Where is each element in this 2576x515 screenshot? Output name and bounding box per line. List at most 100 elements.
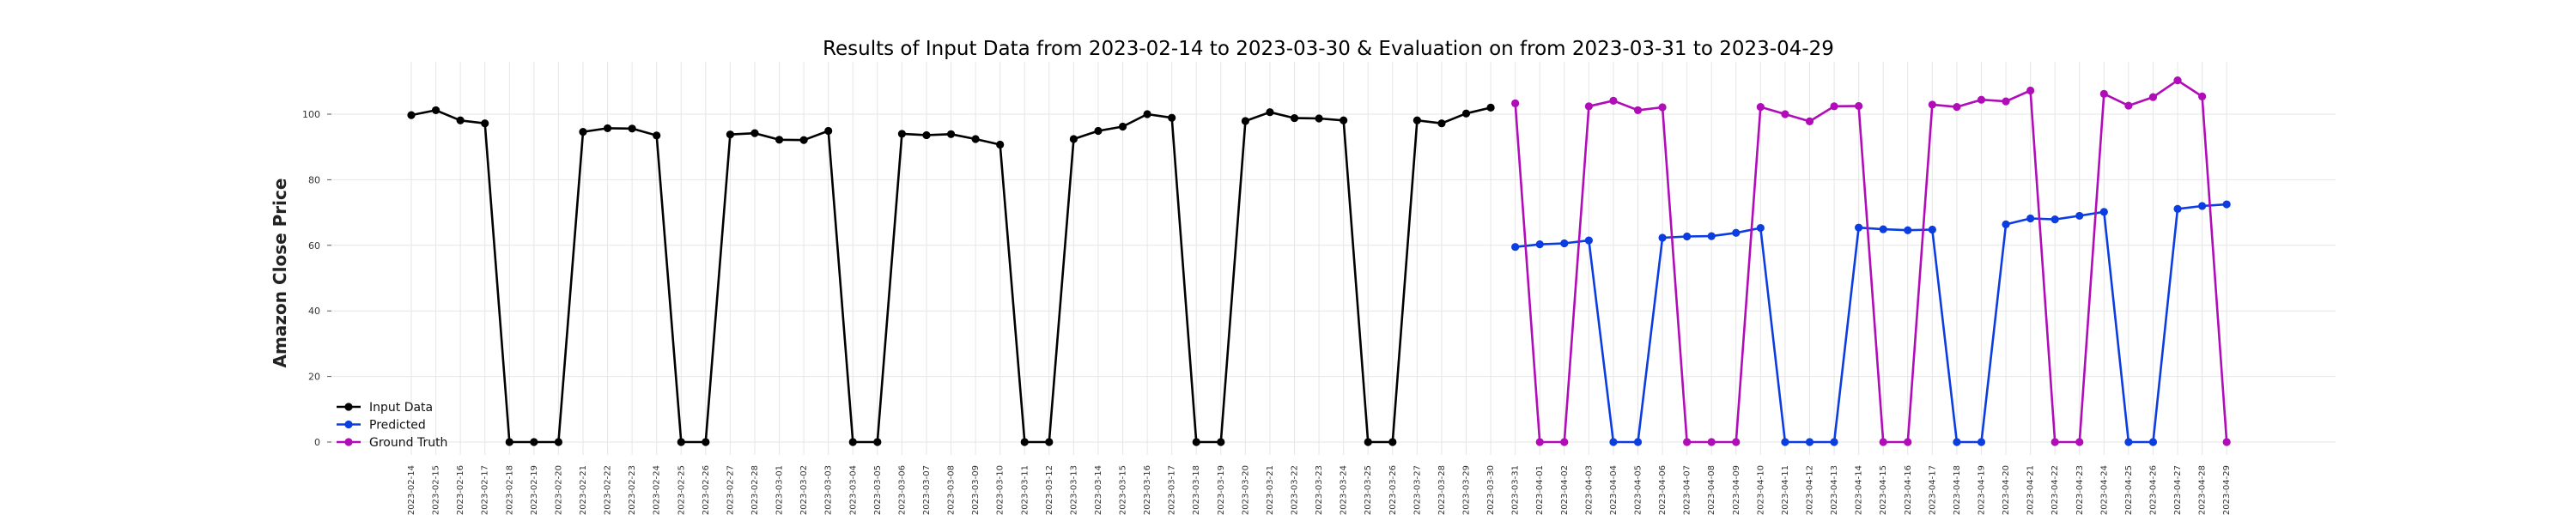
data-point [1511, 243, 1520, 251]
x-tick-label: 2023-03-22 [1291, 465, 1300, 515]
x-tick-label: 2023-03-27 [1413, 465, 1422, 515]
legend-item: Predicted [337, 419, 426, 433]
x-tick-label: 2023-03-13 [1069, 465, 1078, 515]
data-point [2124, 101, 2133, 110]
data-point [799, 136, 808, 144]
data-point [1977, 438, 1986, 446]
data-point [1683, 438, 1692, 446]
data-point [1756, 223, 1765, 233]
x-tick-label: 2023-02-22 [604, 465, 613, 515]
data-point [2050, 215, 2059, 224]
data-point [1756, 102, 1765, 112]
y-tick-label: 0 [314, 437, 320, 448]
x-tick-label: 2023-04-24 [2099, 465, 2109, 515]
x-tick-label: 2023-03-09 [971, 465, 981, 515]
x-tick-label: 2023-04-09 [1732, 465, 1741, 515]
y-tick-label: 100 [302, 109, 320, 120]
legend: Input Data Predicted Ground Truth [337, 401, 447, 450]
data-point [1658, 103, 1667, 112]
data-point [1633, 106, 1643, 115]
data-point [481, 119, 489, 128]
data-point [1781, 110, 1789, 118]
x-tick-label: 2023-02-23 [628, 465, 637, 515]
x-tick-label: 2023-04-20 [2002, 465, 2011, 515]
data-point [1977, 95, 1986, 104]
x-tick-label: 2023-03-31 [1511, 465, 1521, 515]
x-tick-label: 2023-04-27 [2173, 465, 2183, 515]
x-tick-label: 2023-04-17 [1928, 465, 1937, 515]
data-point [1609, 438, 1618, 446]
data-point [653, 131, 661, 140]
x-tick-label: 2023-03-14 [1094, 465, 1103, 515]
x-tick-label: 2023-03-02 [799, 465, 809, 515]
x-tick-label: 2023-04-22 [2050, 465, 2060, 515]
x-tick-label: 2023-02-19 [530, 465, 539, 515]
data-point [922, 130, 931, 140]
data-point [2222, 438, 2231, 446]
y-tick-label: 40 [308, 306, 320, 317]
y-axis-label: Amazon Close Price [270, 179, 290, 368]
data-point [946, 130, 956, 138]
data-point [2075, 438, 2084, 446]
data-point [1732, 438, 1741, 446]
data-point [1879, 225, 1887, 233]
data-point [1732, 228, 1741, 237]
data-point [2148, 438, 2158, 446]
x-tick-label: 2023-03-25 [1364, 465, 1373, 515]
x-tick-label: 2023-04-19 [1977, 465, 1986, 515]
x-tick-label: 2023-03-19 [1217, 465, 1226, 515]
x-tick-label: 2023-04-07 [1683, 465, 1692, 515]
data-point [2075, 211, 2084, 221]
legend-label: Ground Truth [369, 436, 447, 450]
x-tick-label: 2023-03-11 [1020, 465, 1030, 515]
data-point [431, 106, 440, 115]
x-tick-label: 2023-03-21 [1266, 465, 1275, 515]
legend-item: Input Data [337, 401, 433, 415]
series-line [1515, 203, 2227, 444]
data-point [726, 130, 735, 139]
data-point [1535, 438, 1544, 446]
x-tick-label: 2023-02-14 [407, 465, 416, 515]
x-tick-label: 2023-02-20 [554, 465, 563, 515]
legend-label: Input Data [369, 401, 433, 415]
data-point [530, 438, 538, 446]
data-point [824, 126, 833, 136]
x-tick-label: 2023-03-30 [1486, 465, 1496, 515]
data-point [1266, 108, 1274, 117]
x-tick-label: 2023-03-05 [873, 465, 883, 515]
x-tick-label: 2023-04-18 [1953, 465, 1962, 515]
data-point [2026, 214, 2035, 223]
data-point [848, 438, 857, 446]
data-point [2198, 92, 2207, 100]
x-tick-label: 2023-02-18 [505, 465, 514, 515]
data-point [1805, 117, 1814, 126]
x-tick-label: 2023-02-28 [750, 465, 760, 515]
legend-item: Ground Truth [337, 436, 447, 450]
data-point [1192, 438, 1200, 446]
data-point [1707, 232, 1716, 240]
data-point [2026, 86, 2035, 95]
x-tick-label: 2023-02-16 [456, 465, 465, 515]
x-tick-label: 2023-02-17 [481, 465, 490, 515]
data-point [2099, 89, 2108, 98]
data-point [750, 129, 759, 137]
data-point [603, 124, 612, 133]
x-tick-label: 2023-03-06 [897, 465, 907, 515]
axes: 0 20 40 60 80 100 2023-02-14 2023-02-15 2023-02-… [302, 109, 2232, 515]
legend-swatch-marker [344, 403, 353, 411]
series-predicted [1511, 200, 2231, 446]
data-point [1045, 438, 1054, 446]
data-point [1069, 135, 1078, 143]
data-point [897, 130, 906, 138]
x-tick-label: 2023-03-26 [1388, 465, 1398, 515]
series-line [1514, 79, 2228, 444]
data-point [1340, 116, 1348, 124]
x-tick-label: 2023-03-23 [1315, 465, 1324, 515]
data-point [1953, 438, 1961, 446]
data-point [1511, 99, 1520, 107]
data-point [1855, 223, 1863, 232]
x-tick-label: 2023-03-12 [1045, 465, 1054, 515]
data-point [1830, 102, 1838, 111]
data-point [1486, 103, 1495, 112]
